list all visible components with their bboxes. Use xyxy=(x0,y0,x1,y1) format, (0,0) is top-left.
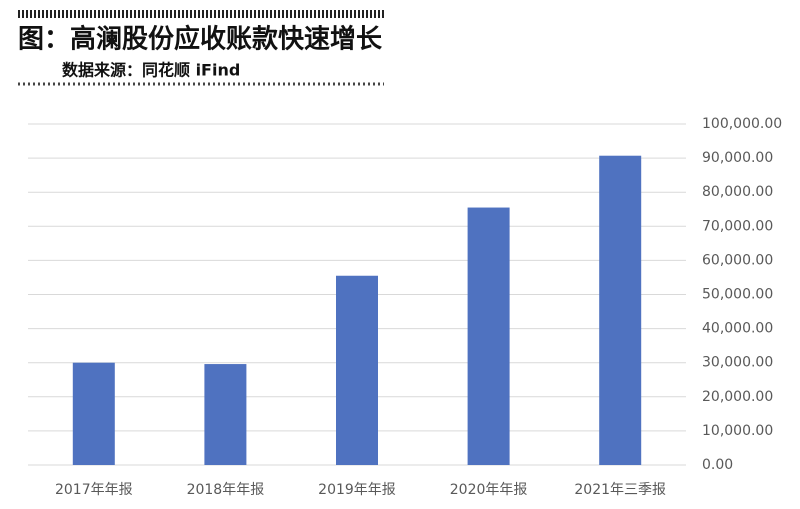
bar xyxy=(599,155,642,465)
bar xyxy=(467,207,510,466)
y-tick-label: 60,000.00 xyxy=(702,252,773,268)
bar xyxy=(72,362,115,465)
y-tick-label: 100,000.00 xyxy=(702,116,782,132)
x-tick-label: 2021年三季报 xyxy=(574,482,666,498)
chart-subtitle: 数据来源：同花顺 iFind xyxy=(62,61,240,80)
x-tick-label: 2017年年报 xyxy=(55,482,133,498)
y-tick-label: 30,000.00 xyxy=(702,355,773,371)
y-tick-label: 0.00 xyxy=(702,457,733,473)
y-tick-label: 50,000.00 xyxy=(702,287,773,303)
y-tick-label: 80,000.00 xyxy=(702,184,773,200)
y-tick-label: 20,000.00 xyxy=(702,389,773,405)
chart-title: 图：高澜股份应收账款快速增长 xyxy=(18,24,383,55)
y-tick-label: 10,000.00 xyxy=(702,423,773,439)
x-tick-label: 2020年年报 xyxy=(450,482,528,498)
y-tick-label: 90,000.00 xyxy=(702,150,773,166)
y-tick-label: 40,000.00 xyxy=(702,321,773,337)
bar xyxy=(336,275,378,465)
bar xyxy=(204,364,247,465)
x-tick-label: 2018年年报 xyxy=(187,482,265,498)
y-tick-label: 70,000.00 xyxy=(702,218,773,234)
x-tick-label: 2019年年报 xyxy=(318,482,396,498)
